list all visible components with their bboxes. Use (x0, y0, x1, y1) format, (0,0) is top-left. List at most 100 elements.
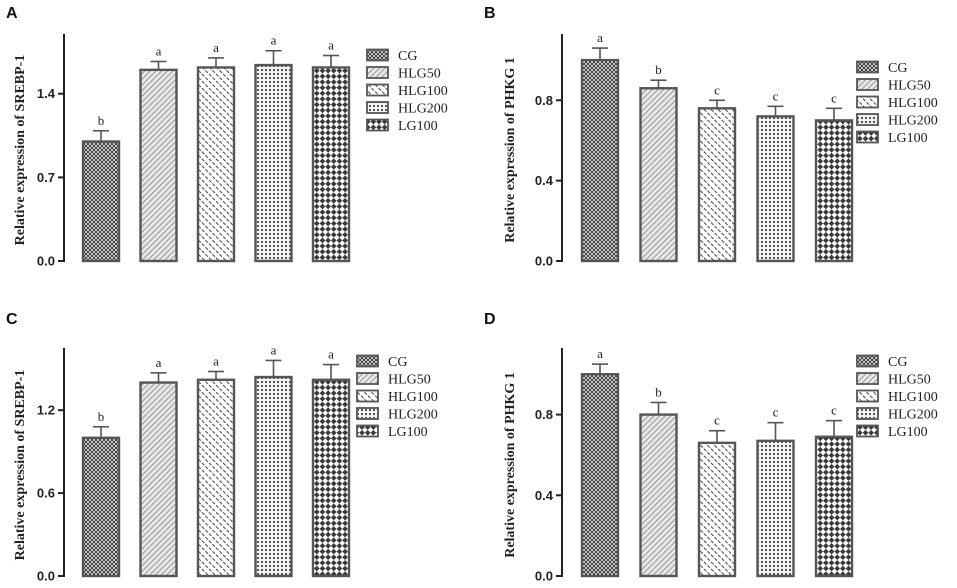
legend: CG HLG50 HLG100 HLG200 LG100 (856, 60, 938, 146)
significance-letter: a (597, 346, 603, 361)
y-tick-label: 1.2 (37, 403, 55, 418)
bar-hlg200 (756, 439, 795, 578)
significance-letter: a (271, 33, 277, 48)
significance-letter: c (831, 90, 837, 105)
bar-cg (580, 58, 620, 263)
significance-letter: a (213, 40, 219, 55)
bar-cg (580, 373, 620, 578)
significance-letter: a (156, 355, 162, 370)
panel-c: C Relative expression of SREBP-1 0.0 0.6 1… (6, 311, 438, 584)
legend-label: HLG50 (888, 79, 931, 94)
legend: CG HLG50 HLG100 HLG200 LG100 (856, 354, 938, 440)
y-tick-label: 1.4 (37, 86, 56, 101)
y-tick-label: 0.6 (37, 486, 55, 501)
legend-swatch (856, 424, 879, 438)
legend-swatch (366, 66, 389, 79)
bar-lg100 (814, 119, 854, 263)
significance-letter: b (98, 409, 105, 424)
legend-swatch (356, 372, 379, 385)
legend-swatch (856, 60, 879, 74)
significance-letter: c (714, 82, 720, 97)
legend-swatch (356, 424, 379, 438)
bar-hlg100 (196, 66, 236, 263)
legend: CG HLG50 HLG100 HLG200 LG100 (356, 354, 438, 440)
significance-letter: c (831, 403, 837, 418)
legend-label: HLG100 (398, 84, 448, 99)
legend-swatch (366, 101, 389, 114)
significance-letter: c (714, 413, 720, 428)
bar-hlg100 (697, 441, 737, 578)
significance-letter: a (597, 30, 603, 45)
legend-label: CG (398, 49, 417, 64)
bar-hlg100 (196, 378, 236, 578)
y-tick-label: 0.4 (535, 173, 554, 188)
legend-swatch (856, 95, 879, 109)
panel-a: A Relative expression of SREBP-1 0.0 0.7 1… (6, 5, 448, 269)
bar-hlg50 (639, 87, 678, 263)
panel-b: B Relative expression of PHKG 1 0.0 0.4 0.… (484, 5, 938, 269)
panel-label: C (6, 311, 18, 328)
y-tick-label: 0.0 (535, 254, 553, 269)
bar-cg (81, 436, 121, 578)
legend-swatch (356, 407, 379, 420)
bar-hlg200 (254, 63, 293, 263)
legend-label: HLG200 (888, 114, 938, 129)
legend-swatch (366, 83, 389, 97)
bar-hlg200 (254, 375, 293, 578)
y-axis-label: Relative expression of SREBP-1 (13, 55, 28, 246)
y-tick-label: 0.0 (37, 254, 55, 269)
significance-letter: c (773, 88, 779, 103)
bar-cg (81, 140, 121, 263)
legend-swatch (366, 48, 389, 62)
legend-label: CG (388, 355, 407, 370)
significance-letter: a (328, 38, 334, 53)
bar-hlg50 (639, 413, 678, 578)
significance-letter: b (98, 113, 105, 128)
plot-area: 0.0 0.4 0.8 a b c c c (535, 30, 854, 269)
significance-letter: a (271, 342, 277, 357)
plot-area: 0.0 0.6 1.2 b a a a a (37, 342, 351, 584)
legend-label: HLG100 (388, 390, 438, 405)
y-tick-label: 0.0 (37, 569, 55, 584)
y-tick-label: 0.0 (535, 569, 553, 584)
significance-letter: b (655, 384, 662, 399)
legend-label: LG100 (888, 131, 928, 146)
bar-lg100 (311, 66, 351, 263)
legend-label: HLG200 (388, 408, 438, 423)
y-tick-label: 0.8 (535, 93, 553, 108)
legend-label: HLG100 (888, 390, 938, 405)
legend-label: HLG200 (398, 102, 448, 117)
significance-letter: a (213, 353, 219, 368)
bar-hlg50 (139, 68, 178, 263)
legend-label: HLG200 (888, 408, 938, 423)
y-axis-label: Relative expression of PHKG 1 (503, 57, 518, 243)
plot-area: 0.0 0.4 0.8 a b c c c (535, 346, 854, 584)
legend-swatch (856, 130, 879, 144)
legend-label: LG100 (888, 425, 928, 440)
panel-label: A (6, 5, 18, 22)
bar-lg100 (814, 435, 854, 578)
legend-label: HLG100 (888, 96, 938, 111)
panel-label: D (484, 311, 496, 328)
legend-label: CG (888, 61, 907, 76)
bar-hlg200 (756, 115, 795, 263)
y-tick-label: 0.7 (37, 170, 55, 185)
legend-label: CG (888, 355, 907, 370)
legend-swatch (856, 354, 879, 368)
plot-area: 0.0 0.7 1.4 b a a a a (37, 33, 351, 269)
legend-swatch (856, 78, 879, 91)
legend-label: LG100 (398, 119, 438, 134)
bar-lg100 (311, 378, 351, 578)
y-tick-label: 0.8 (535, 407, 553, 422)
legend: CG HLG50 HLG100 HLG200 LG100 (366, 48, 448, 134)
legend-swatch (856, 389, 879, 403)
panel-label: B (484, 5, 496, 22)
significance-letter: a (156, 43, 162, 58)
bar-hlg100 (697, 107, 737, 263)
legend-label: HLG50 (388, 373, 431, 388)
legend-label: LG100 (388, 425, 428, 440)
legend-label: HLG50 (398, 67, 441, 82)
legend-swatch (356, 389, 379, 403)
legend-swatch (856, 407, 879, 420)
